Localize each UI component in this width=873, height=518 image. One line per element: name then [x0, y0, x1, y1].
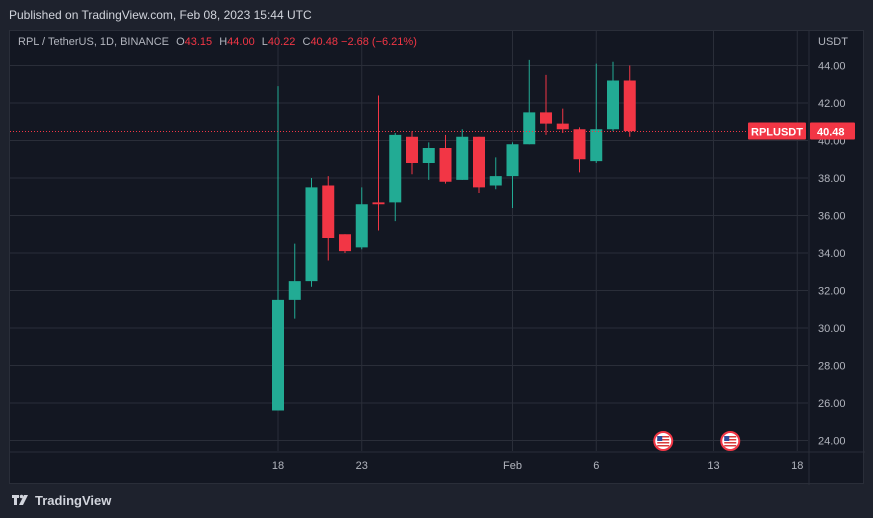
x-tick-label: 13: [707, 460, 719, 472]
flag-stripe: [657, 436, 670, 438]
candle-body-down: [439, 148, 452, 182]
flag-stripe: [724, 436, 737, 438]
y-tick-label: 32.00: [818, 286, 846, 298]
y-tick-label: 36.00: [818, 211, 846, 223]
y-tick-label: 38.00: [818, 173, 846, 185]
chart-panel[interactable]: 24.00 26.00 28.00 30.00 32.00 34.00 36.00 38.00…: [9, 30, 865, 485]
legend-low-value: 40.22: [267, 36, 296, 48]
us-flag-icon: [720, 431, 741, 451]
candle-body-up: [355, 204, 368, 248]
candle-body-down: [623, 80, 636, 132]
published-text: Published on TradingView.com, Feb 08, 20…: [9, 8, 312, 22]
legend-change-value: −2.68 (−6.21%): [341, 36, 417, 48]
candle-body-down: [372, 202, 385, 205]
x-tick-label: 6: [593, 460, 599, 472]
currency-label: USDT: [818, 36, 848, 48]
flag-stripe: [657, 439, 670, 441]
flag-stripe: [657, 442, 670, 444]
last-price-badge: [810, 122, 855, 140]
tradingview-brand[interactable]: TradingView: [11, 490, 111, 510]
flag-canton: [657, 436, 663, 441]
candle-body-up: [607, 80, 619, 130]
legend-low-key: L: [261, 36, 268, 48]
flag-stripe: [724, 445, 737, 447]
candle-body-up: [389, 134, 402, 203]
candle-body-down: [339, 234, 351, 252]
candle-body-up: [288, 281, 301, 300]
x-tick-label: 18: [272, 460, 284, 472]
symbol-price-badge: [748, 122, 806, 140]
tradingview-logo-icon: [12, 494, 28, 505]
legend-symbol: RPL / TetherUS, 1D, BINANCE: [18, 36, 169, 48]
candle-body-up: [506, 144, 519, 177]
y-tick-label: 34.00: [818, 248, 846, 260]
candle-body-down: [322, 185, 335, 238]
candle-body-up: [422, 148, 435, 163]
candle-body-up: [272, 299, 284, 411]
y-tick-label: 42.00: [818, 98, 846, 110]
last-price-label: 40.48: [817, 127, 845, 139]
published-bar: Published on TradingView.com, Feb 08, 20…: [0, 0, 873, 30]
brand-text: TradingView: [35, 492, 112, 508]
legend-high-value: 44.00: [227, 36, 255, 48]
legend-close-value: 40.48: [310, 36, 338, 48]
us-flag-icon: [653, 431, 674, 451]
flag-stripe: [724, 439, 737, 441]
candle-body-down: [540, 112, 552, 124]
candle-body-down: [556, 123, 569, 130]
flag-canton: [724, 436, 730, 441]
symbol-badge-label: RPLUSDT: [751, 127, 803, 139]
x-tick-label: 23: [356, 460, 368, 472]
candle-body-down: [473, 136, 485, 188]
legend-close-key: C: [302, 36, 311, 48]
candlestick-chart[interactable]: 24.00 26.00 28.00 30.00 32.00 34.00 36.00 38.00…: [10, 31, 865, 485]
y-tick-label: 26.00: [818, 398, 846, 410]
candle-body-up: [305, 187, 318, 282]
candle-body-up: [489, 176, 502, 186]
y-tick-label: 28.00: [818, 361, 846, 373]
legend-high-key: H: [219, 36, 228, 48]
candle-body-down: [573, 129, 586, 160]
chart-legend: RPL / TetherUS, 1D, BINANCE O43.15 H44.0…: [18, 36, 417, 48]
legend-open-key: O: [176, 36, 185, 48]
y-tick-label: 30.00: [818, 323, 846, 335]
y-tick-label: 44.00: [818, 61, 846, 73]
candle-body-up: [456, 136, 469, 180]
x-tick-label: 18: [791, 460, 803, 472]
x-tick-label: Feb: [503, 460, 522, 472]
candle-body-up: [523, 112, 536, 145]
y-tick-label: 24.00: [818, 436, 846, 448]
flag-stripe: [724, 442, 737, 444]
candle-body-up: [590, 129, 603, 162]
legend-open-value: 43.15: [184, 36, 213, 48]
candle-body-down: [406, 136, 418, 163]
flag-stripe: [657, 445, 670, 447]
